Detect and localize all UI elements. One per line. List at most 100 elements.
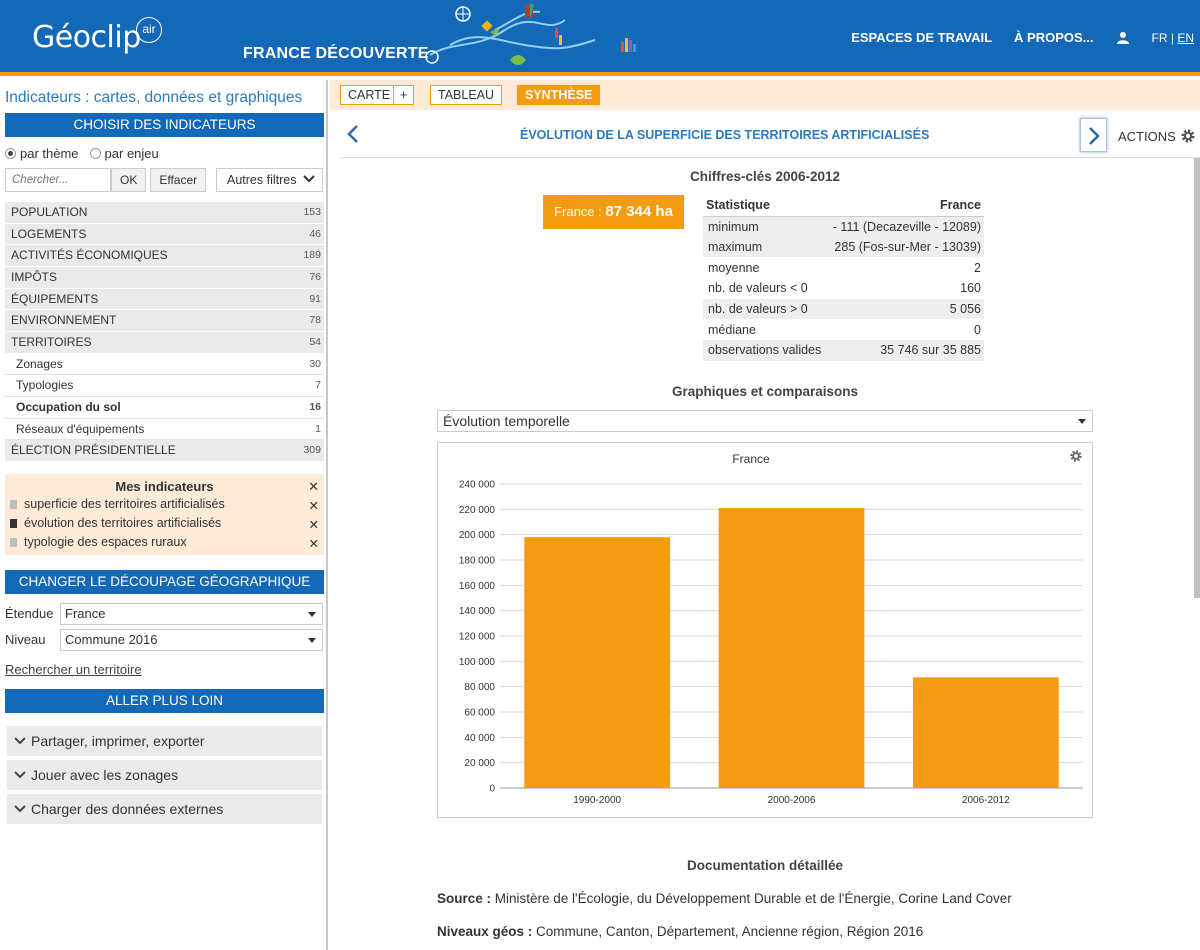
subcategory-reseaux[interactable]: Réseaux d'équipements 1 [5, 418, 324, 441]
lang-en[interactable]: EN [1177, 30, 1194, 45]
y-tick-label: 100 000 [459, 657, 496, 668]
my-indicator-item[interactable]: superficie des territoires artificialisé… [10, 497, 225, 511]
radio-theme[interactable] [5, 148, 16, 159]
source-label: Source : [437, 891, 492, 906]
tab-carte[interactable]: CARTE [340, 85, 399, 105]
accordion-zonages[interactable]: Jouer avec les zonages [7, 760, 322, 790]
close-all-icon[interactable]: ✕ [308, 479, 319, 494]
stat-name: nb. de valeurs > 0 [703, 298, 826, 320]
tab-add-map[interactable]: + [393, 85, 415, 105]
category-impots[interactable]: IMPÔTS 76 [5, 267, 324, 289]
stat-value: 160 [960, 281, 981, 296]
gear-icon [1181, 129, 1195, 143]
badge-value: 87 344 ha [605, 203, 673, 220]
remove-indicator-icon[interactable]: ✕ [308, 499, 319, 513]
category-environnement[interactable]: ENVIRONNEMENT 78 [5, 310, 324, 333]
bar [524, 537, 671, 788]
user-icon[interactable] [1116, 31, 1130, 45]
bar-chart: France 0 20 000 40 000 60 000 80 000 100 000 12… [459, 452, 1083, 806]
lang-fr[interactable]: FR [1151, 30, 1168, 45]
sidebar: Indicateurs : cartes, données et graphiq… [0, 80, 328, 950]
go-further-button[interactable]: ALLER PLUS LOIN [5, 689, 324, 713]
subcategory-occupation-sol[interactable]: Occupation du sol 16 [5, 397, 324, 419]
y-tick-label: 220 000 [459, 505, 496, 516]
change-geography-button[interactable]: CHANGER LE DÉCOUPAGE GÉOGRAPHIQUE [5, 570, 324, 594]
y-tick-label: 240 000 [459, 480, 496, 491]
category-label: ENVIRONNEMENT [11, 313, 117, 328]
next-indicator-button[interactable] [1080, 118, 1107, 152]
sidebar-title: Indicateurs : cartes, données et graphiq… [5, 89, 303, 106]
chart-title: France [732, 452, 770, 466]
table-row: observations valides 35 746 sur 35 885 [703, 340, 984, 361]
search-clear-button[interactable]: Effacer [150, 168, 207, 192]
choose-indicators-button[interactable]: CHOISIR DES INDICATEURS [5, 113, 324, 137]
level-select[interactable]: Commune 2016 [60, 629, 323, 651]
chevron-down-icon [303, 175, 315, 183]
category-count: 78 [309, 314, 321, 327]
table-row: minimum - 111 (Decazeville - 12089) [703, 216, 984, 237]
category-count: 91 [309, 292, 321, 305]
tab-tableau[interactable]: TABLEAU [430, 85, 503, 105]
y-tick-label: 40 000 [464, 733, 495, 744]
key-figures-title: Chiffres-clés 2006-2012 [689, 169, 841, 184]
language-switcher: FR | EN [1152, 31, 1194, 45]
chart-settings-gear-icon[interactable] [1069, 449, 1083, 463]
other-filters-dropdown[interactable]: Autres filtres [216, 168, 323, 192]
category-election[interactable]: ÉLECTION PRÉSIDENTIELLE 309 [5, 440, 324, 462]
bar-chart-panel: France 0 20 000 40 000 60 000 80 000 100 000 12… [437, 442, 1093, 818]
category-logements[interactable]: LOGEMENTS 46 [5, 223, 324, 246]
category-label: ACTIVITÉS ÉCONOMIQUES [11, 248, 168, 263]
comparisons-title: Graphiques et comparaisons [671, 384, 859, 399]
category-population[interactable]: POPULATION 153 [5, 202, 324, 224]
subcategory-typologies[interactable]: Typologies 7 [5, 375, 324, 397]
x-tick-label: 1990-2000 [573, 795, 621, 806]
category-activites[interactable]: ACTIVITÉS ÉCONOMIQUES 189 [5, 245, 324, 267]
category-label: LOGEMENTS [11, 226, 87, 241]
level-label: Niveau [5, 632, 46, 647]
extent-select[interactable]: France [60, 603, 323, 625]
documentation-title: Documentation détaillée [686, 858, 844, 873]
category-territoires[interactable]: TERRITOIRES 54 [5, 332, 324, 354]
lang-separator: | [1170, 30, 1174, 45]
search-ok-button[interactable]: OK [111, 168, 147, 192]
chart-type-select[interactable]: Évolution temporelle [437, 410, 1093, 432]
stat-name: minimum [703, 216, 826, 237]
category-count: 153 [303, 206, 321, 218]
indicator-search-input[interactable] [5, 168, 111, 192]
table-row: maximum 285 (Fos-sur-Mer - 13039) [703, 236, 984, 258]
chevron-down-icon [14, 737, 26, 745]
tab-synthese[interactable]: SYNTHÈSE [517, 85, 601, 105]
search-territory-link[interactable]: Rechercher un territoire [5, 662, 142, 677]
page-scrollbar[interactable] [1194, 158, 1200, 598]
stat-value: - 111 (Decazeville - 12089) [825, 216, 984, 237]
remove-indicator-icon[interactable]: ✕ [308, 537, 319, 551]
my-indicator-label: évolution des territoires artificialisés [24, 516, 222, 530]
actions-menu[interactable]: ACTIONS [1118, 128, 1196, 144]
indicator-title-bar: ÉVOLUTION DE LA SUPERFICIE DES TERRITOIR… [340, 113, 1200, 158]
nav-workspaces[interactable]: ESPACES DE TRAVAIL [851, 30, 993, 45]
subcategory-count: 7 [315, 379, 321, 392]
radio-enjeu-label: par enjeu [104, 146, 159, 161]
category-label: POPULATION [11, 205, 88, 219]
y-tick-label: 180 000 [459, 556, 496, 567]
subcategory-zonages[interactable]: Zonages 30 [5, 353, 324, 376]
nav-about[interactable]: À PROPOS... [1014, 30, 1094, 45]
accordion-external-data[interactable]: Charger des données externes [7, 794, 322, 824]
geoclip-logo[interactable]: Géoclip [32, 20, 141, 55]
accordion-share[interactable]: Partager, imprimer, exporter [7, 726, 322, 756]
my-indicator-item[interactable]: évolution des territoires artificialisés [10, 516, 221, 530]
documentation-levels: Niveaux géos : Commune, Canton, Départem… [437, 924, 923, 939]
level-value: Commune 2016 [65, 632, 158, 647]
radio-enjeu[interactable] [89, 148, 101, 159]
my-indicator-item[interactable]: typologie des espaces ruraux [10, 535, 187, 549]
stat-name: maximum [703, 236, 826, 258]
site-title[interactable]: FRANCE DÉCOUVERTE [243, 45, 429, 62]
category-equipements[interactable]: ÉQUIPEMENTS 91 [5, 288, 324, 311]
previous-arrow-icon[interactable] [346, 121, 360, 147]
source-value: Ministère de l'Écologie, du Développemen… [491, 891, 1012, 906]
statistics-table: Statistique France minimum - 111 (Decazev… [703, 195, 984, 361]
remove-indicator-icon[interactable]: ✕ [308, 518, 319, 532]
my-indicators-title: Mes indicateurs [115, 479, 214, 494]
accordion-label: Jouer avec les zonages [31, 767, 179, 783]
stat-name: médiane [708, 322, 756, 337]
